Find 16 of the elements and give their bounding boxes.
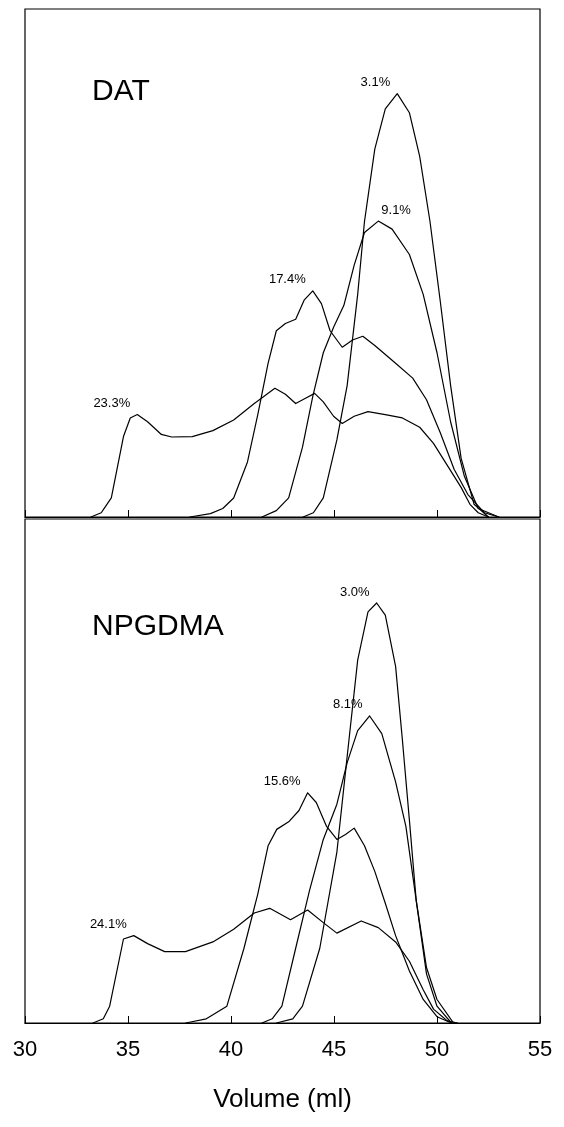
x-tick-label: 40 (218, 1035, 244, 1061)
x-tick-label: 50 (424, 1035, 450, 1061)
x-tick-label: 35 (115, 1035, 141, 1061)
x-tick-label: 30 (12, 1035, 38, 1061)
series-label: 3.1% (360, 74, 391, 90)
chart-title: NPGDMA (92, 607, 224, 641)
chart-title: DAT (92, 72, 150, 106)
series-label: 9.1% (381, 201, 412, 217)
series-label: 23.3% (93, 395, 131, 411)
series-label: 15.6% (263, 773, 302, 789)
series-label: 3.0% (340, 583, 371, 599)
series-label: 24.1% (89, 916, 128, 932)
series-label: 17.4% (268, 271, 307, 287)
x-tick-label: 45 (321, 1035, 347, 1061)
x-tick-label: 55 (527, 1035, 553, 1061)
x-axis-title: Volume (ml) (213, 1083, 352, 1113)
